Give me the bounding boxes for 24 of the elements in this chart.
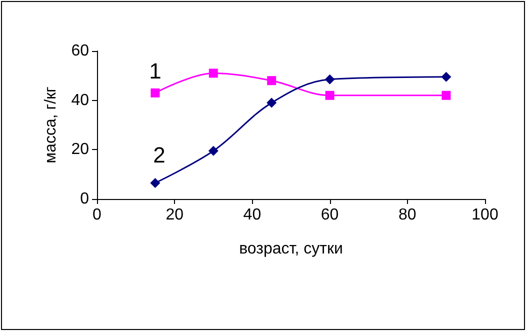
point: [267, 76, 276, 86]
point: [266, 98, 277, 108]
y-tick-label: 60: [71, 42, 90, 60]
point: [208, 68, 218, 78]
x-tick-label: 20: [166, 206, 184, 224]
x-tick-label: 40: [243, 206, 262, 224]
point: [325, 90, 334, 100]
x-tick-label: 0: [92, 206, 102, 224]
point: [324, 74, 335, 84]
x-axis-title: возраст, сутки: [239, 240, 343, 258]
y-tick-label: 40: [71, 92, 90, 109]
series-label: 2: [153, 142, 166, 168]
x-tick-label: 60: [320, 206, 339, 224]
x-tick-label: 100: [472, 206, 498, 224]
y-axis-title: масса, г/кг: [42, 86, 60, 164]
point: [441, 72, 452, 82]
point: [150, 178, 160, 188]
y-tick-label: 20: [71, 141, 90, 158]
point: [150, 88, 160, 98]
series-label: 1: [149, 58, 162, 84]
y-tick-label: 0: [80, 190, 90, 208]
point: [442, 90, 451, 100]
x-tick-label: 80: [398, 206, 416, 224]
point: [208, 146, 218, 156]
